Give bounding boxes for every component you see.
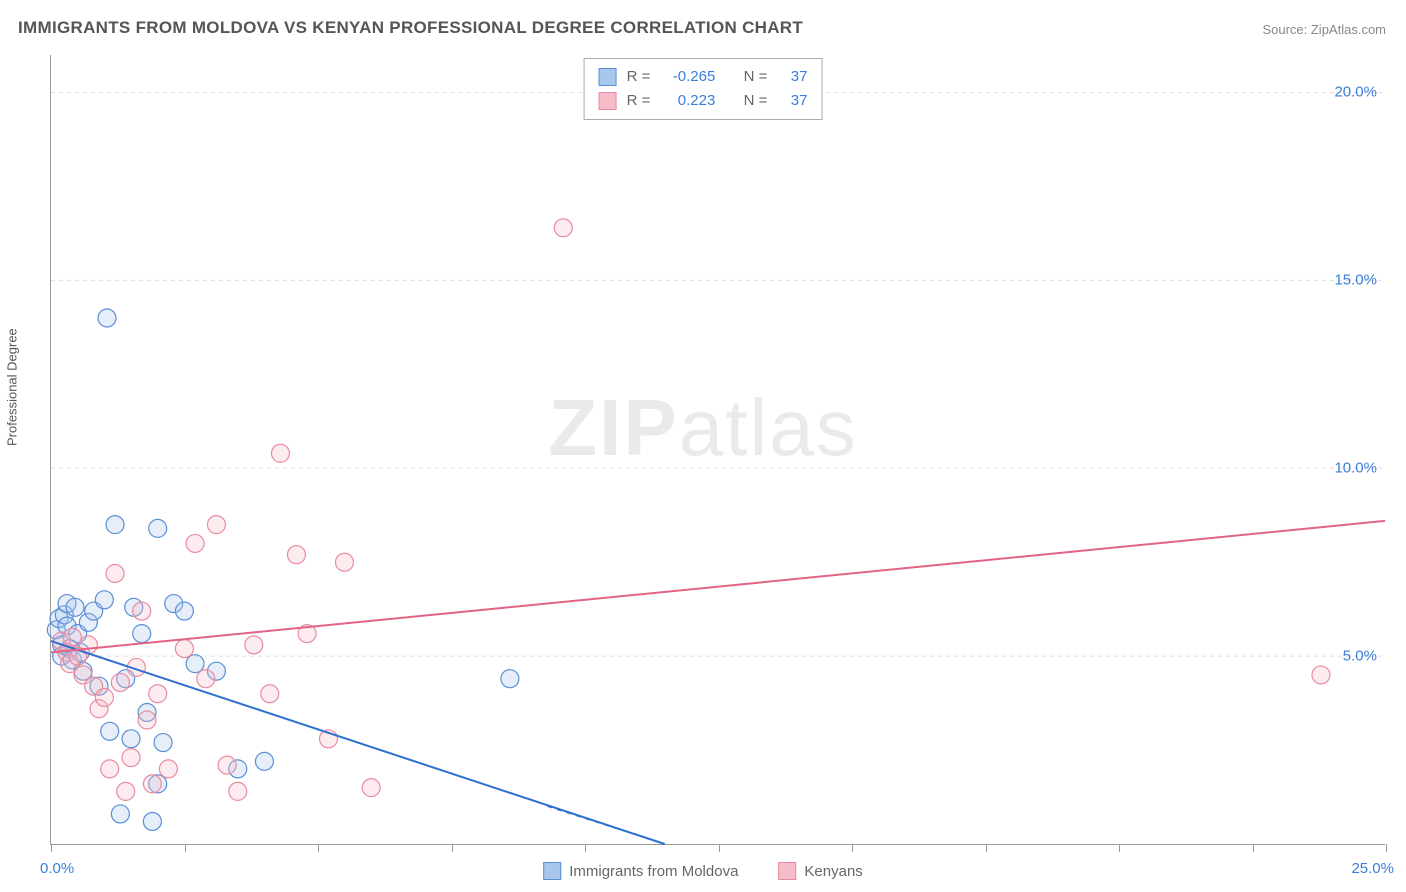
legend-swatch — [599, 92, 617, 110]
data-point — [63, 628, 81, 646]
data-point — [101, 760, 119, 778]
legend-n-label: N = — [744, 65, 768, 89]
y-tick-label: 10.0% — [1334, 459, 1377, 476]
x-tick — [51, 844, 52, 852]
data-point — [175, 640, 193, 658]
data-point — [133, 625, 151, 643]
legend-r-label: R = — [627, 65, 651, 89]
data-point — [149, 685, 167, 703]
x-tick-min: 0.0% — [40, 860, 74, 877]
legend-n-value: 37 — [777, 89, 807, 113]
x-tick — [318, 844, 319, 852]
legend-swatch — [778, 862, 796, 880]
data-point — [175, 602, 193, 620]
data-point — [1312, 666, 1330, 684]
legend-stats: R = -0.265 N = 37 R = 0.223 N = 37 — [584, 58, 823, 120]
legend-item: Immigrants from Moldova — [543, 862, 738, 880]
data-point — [554, 219, 572, 237]
data-point — [95, 688, 113, 706]
legend-label: Kenyans — [804, 863, 862, 880]
data-point — [271, 444, 289, 462]
chart-title: IMMIGRANTS FROM MOLDOVA VS KENYAN PROFES… — [18, 18, 803, 38]
x-tick — [185, 844, 186, 852]
trend-line — [51, 521, 1385, 653]
legend-stat-row: R = -0.265 N = 37 — [599, 65, 808, 89]
data-point — [229, 782, 247, 800]
data-point — [122, 749, 140, 767]
data-point — [255, 752, 273, 770]
plot-area: 5.0% 10.0% 15.0% 20.0% — [50, 55, 1385, 845]
data-point — [122, 730, 140, 748]
data-point — [98, 309, 116, 327]
data-point — [106, 516, 124, 534]
data-point — [159, 760, 177, 778]
x-tick — [719, 844, 720, 852]
x-tick — [585, 844, 586, 852]
data-point — [117, 782, 135, 800]
data-point — [143, 812, 161, 830]
legend-swatch — [543, 862, 561, 880]
data-point — [138, 711, 156, 729]
x-tick-max: 25.0% — [1351, 860, 1394, 877]
data-point — [101, 722, 119, 740]
data-point — [106, 564, 124, 582]
x-tick — [852, 844, 853, 852]
x-tick — [1253, 844, 1254, 852]
legend-stat-row: R = 0.223 N = 37 — [599, 89, 808, 113]
legend-item: Kenyans — [778, 862, 862, 880]
trend-line — [51, 641, 665, 844]
legend-n-value: 37 — [777, 65, 807, 89]
legend-series: Immigrants from Moldova Kenyans — [543, 862, 863, 880]
data-point — [66, 598, 84, 616]
y-tick-label: 15.0% — [1334, 271, 1377, 288]
data-point — [207, 516, 225, 534]
data-point — [501, 670, 519, 688]
data-point — [111, 805, 129, 823]
legend-r-value: 0.223 — [660, 89, 715, 113]
data-point — [154, 734, 172, 752]
data-point — [362, 779, 380, 797]
scatter-svg — [51, 55, 1385, 844]
legend-swatch — [599, 68, 617, 86]
data-point — [287, 546, 305, 564]
legend-label: Immigrants from Moldova — [569, 863, 738, 880]
y-tick-label: 20.0% — [1334, 83, 1377, 100]
x-tick — [452, 844, 453, 852]
y-tick-label: 5.0% — [1343, 647, 1377, 664]
data-point — [245, 636, 263, 654]
data-point — [197, 670, 215, 688]
data-point — [95, 591, 113, 609]
x-tick — [1119, 844, 1120, 852]
data-point — [143, 775, 161, 793]
data-point — [186, 655, 204, 673]
data-point — [218, 756, 236, 774]
trend-line-dashed — [547, 806, 664, 844]
data-point — [111, 673, 129, 691]
y-axis-label: Professional Degree — [5, 328, 20, 446]
source-label: Source: ZipAtlas.com — [1262, 22, 1386, 37]
legend-r-value: -0.265 — [660, 65, 715, 89]
legend-r-label: R = — [627, 89, 651, 113]
data-point — [149, 519, 167, 537]
legend-n-label: N = — [744, 89, 768, 113]
data-point — [186, 534, 204, 552]
x-tick — [1386, 844, 1387, 852]
data-point — [133, 602, 151, 620]
data-point — [261, 685, 279, 703]
x-tick — [986, 844, 987, 852]
data-point — [335, 553, 353, 571]
